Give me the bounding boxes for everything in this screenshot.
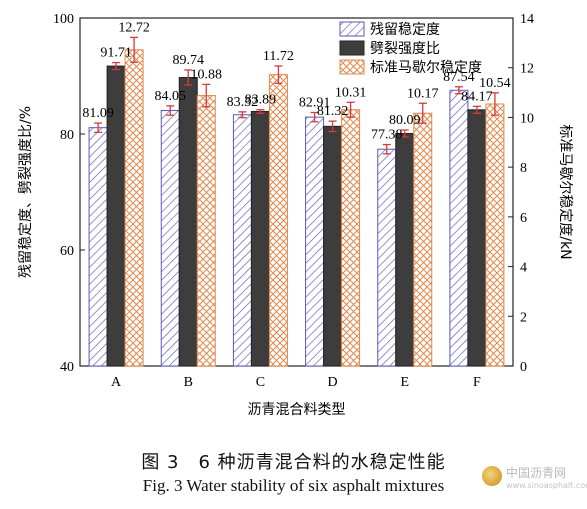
bar-3: [124, 49, 144, 367]
figure-caption-cn: 图 3 6 种沥青混合料的水稳定性能: [141, 452, 446, 473]
data-label: 87.54: [443, 70, 475, 85]
data-label: 84.17: [461, 89, 493, 104]
data-label: 83.89: [245, 93, 277, 108]
bar-3: [196, 95, 216, 367]
x-tick-label: C: [256, 375, 265, 390]
right-tick-label: 2: [520, 310, 527, 325]
figure-caption-en: Fig. 3 Water stability of six asphalt mi…: [142, 476, 445, 495]
legend-swatch: [339, 21, 365, 37]
data-label: 81.09: [82, 106, 114, 121]
bar-1: [449, 89, 469, 367]
right-tick-label: 12: [520, 62, 534, 77]
data-label: 81.32: [317, 104, 349, 119]
right-tick-label: 4: [520, 261, 527, 276]
bar-3: [485, 103, 505, 367]
data-label: 11.72: [263, 49, 294, 64]
data-label: 77.38: [371, 128, 403, 143]
bar-3: [413, 112, 433, 367]
x-tick-label: A: [111, 375, 122, 390]
bar-1: [160, 110, 180, 367]
right-tick-label: 8: [520, 161, 527, 176]
left-tick-label: 100: [53, 12, 74, 27]
watermark-url: www.sinoasphalt.com: [506, 481, 587, 490]
data-label: 10.88: [191, 67, 223, 82]
bar-1: [232, 114, 252, 367]
bar-1: [377, 148, 397, 367]
bar-3: [268, 74, 288, 367]
bar-3: [341, 109, 361, 367]
data-label: 82.91: [299, 95, 331, 110]
legend-swatch: [339, 40, 365, 56]
bar-2: [250, 110, 270, 367]
legend-label: 劈裂强度比: [370, 40, 440, 57]
bar-1: [88, 127, 108, 367]
data-label: 80.09: [389, 113, 421, 128]
y-axis-left-title: 残留稳定度、劈裂强度比/%: [17, 106, 34, 278]
bar-2: [178, 77, 198, 367]
data-label: 89.74: [173, 53, 205, 68]
right-tick-label: 6: [520, 211, 527, 226]
bar-2: [323, 125, 343, 367]
left-tick-label: 60: [60, 244, 74, 259]
data-label: 91.71: [100, 46, 132, 61]
x-tick-label: F: [473, 375, 481, 390]
data-label: 12.72: [118, 20, 150, 35]
data-label: 10.31: [335, 85, 367, 100]
right-tick-label: 10: [520, 111, 534, 126]
x-tick-label: E: [400, 375, 409, 390]
bar-1: [305, 116, 325, 367]
watermark: 中国沥青网 www.sinoasphalt.com: [482, 462, 587, 496]
bar-2: [395, 132, 415, 367]
right-tick-label: 0: [520, 360, 527, 375]
y-axis-right-title: 标准马歇尔稳定度/kN: [557, 124, 573, 259]
plot-frame: [79, 17, 514, 367]
watermark-title: 中国沥青网: [506, 466, 567, 480]
legend-label: 残留稳定度: [370, 22, 440, 38]
data-label: 83.32: [227, 95, 259, 110]
watermark-logo-icon: [482, 466, 502, 486]
data-label: 84.05: [155, 89, 187, 104]
x-tick-label: B: [184, 375, 193, 390]
bar-2: [467, 109, 487, 367]
x-tick-label: D: [328, 375, 338, 390]
left-tick-label: 40: [60, 360, 74, 375]
right-tick-label: 14: [520, 12, 534, 27]
x-axis-title: 沥青混合料类型: [248, 402, 346, 418]
left-tick-label: 80: [60, 128, 74, 143]
legend-label: 标准马歇尔稳定度: [370, 60, 482, 76]
legend-swatch: [339, 59, 365, 75]
data-label: 10.17: [407, 86, 439, 101]
data-label: 10.54: [479, 76, 511, 91]
chart: 40 60 80 100 0 2 4 6 8 10 12 14 残留稳定度、劈裂强度比/% 标准马歇尔稳定…: [17, 12, 573, 418]
